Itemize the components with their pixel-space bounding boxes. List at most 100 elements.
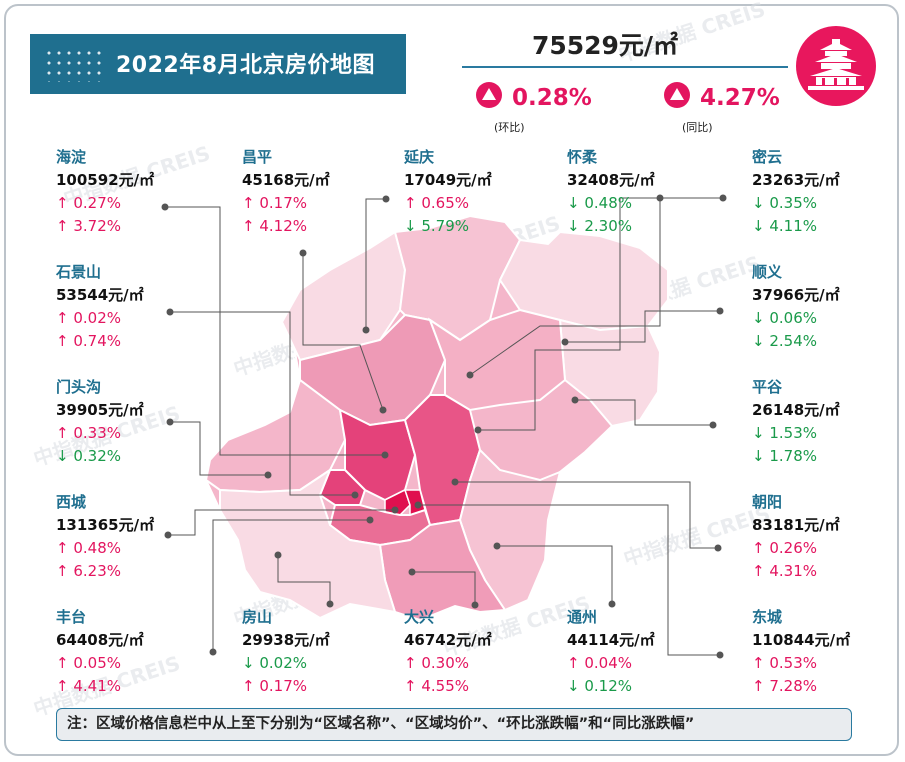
region-daxing: 大兴 46742元/㎡ ↑ 0.30% ↑ 4.55% xyxy=(404,606,492,698)
region-price: 131365元/㎡ xyxy=(56,516,155,534)
region-name: 西城 xyxy=(56,493,87,511)
leader-daxing xyxy=(412,571,476,605)
region-huairou: 怀柔 32408元/㎡ ↓ 0.48% ↓ 2.30% xyxy=(567,146,655,238)
leader-fangshan xyxy=(277,555,331,604)
map-region-shunyi xyxy=(427,308,567,412)
page-title: 2022年8月北京房价地图 xyxy=(116,53,376,78)
average-price: 75529元/㎡ xyxy=(531,31,679,60)
region-price: 29938元/㎡ xyxy=(242,631,330,649)
region-name: 门头沟 xyxy=(56,378,102,396)
region-yoy: ↓ 2.54% xyxy=(752,332,817,350)
leader-chaoyang xyxy=(455,481,718,549)
region-price: 46742元/㎡ xyxy=(404,631,492,649)
region-mom: ↑ 0.30% xyxy=(404,654,469,672)
region-dongcheng: 东城 110844元/㎡ ↑ 0.53% ↑ 7.28% xyxy=(752,606,850,698)
mom-label: (环比) xyxy=(494,121,525,134)
region-yoy: ↑ 4.12% xyxy=(242,217,307,235)
region-price: 83181元/㎡ xyxy=(752,516,840,534)
region-yoy: ↑ 4.41% xyxy=(56,677,121,695)
region-yoy: ↑ 4.55% xyxy=(404,677,469,695)
region-yoy: ↑ 7.28% xyxy=(752,677,817,695)
region-mom: ↑ 0.17% xyxy=(242,194,307,212)
region-xicheng: 西城 131365元/㎡ ↑ 0.48% ↑ 6.23% xyxy=(56,491,154,583)
region-price: 32408元/㎡ xyxy=(567,171,655,189)
region-mentougou: 门头沟 39905元/㎡ ↑ 0.33% ↓ 0.32% xyxy=(56,376,144,468)
title-banner: 2022年8月北京房价地图 xyxy=(30,34,406,94)
region-name: 丰台 xyxy=(56,608,87,626)
region-changping: 昌平 45168元/㎡ ↑ 0.17% ↑ 4.12% xyxy=(242,146,330,238)
leader-shijingshan xyxy=(170,311,355,496)
region-haidian: 海淀 100592元/㎡ ↑ 0.27% ↑ 3.72% xyxy=(56,146,154,238)
triangle-up-icon xyxy=(476,82,502,108)
leader-haidian xyxy=(165,206,385,456)
region-mom: ↓ 0.35% xyxy=(752,194,817,212)
leader-tongzhou xyxy=(497,545,613,604)
region-price: 44114元/㎡ xyxy=(567,631,655,649)
region-chaoyang: 朝阳 83181元/㎡ ↑ 0.26% ↑ 4.31% xyxy=(752,491,840,583)
region-shijingshan: 石景山 53544元/㎡ ↑ 0.02% ↑ 0.74% xyxy=(56,261,144,353)
region-name: 房山 xyxy=(242,608,273,626)
leader-pinggu xyxy=(575,399,713,426)
region-name: 东城 xyxy=(752,608,783,626)
region-mom: ↑ 0.02% xyxy=(56,309,121,327)
region-name: 大兴 xyxy=(404,608,435,626)
region-yoy: ↑ 0.74% xyxy=(56,332,121,350)
region-mom: ↑ 0.05% xyxy=(56,654,121,672)
region-yoy: ↑ 4.31% xyxy=(752,562,817,580)
region-yoy: ↓ 0.32% xyxy=(56,447,121,465)
region-mom: ↓ 0.48% xyxy=(567,194,632,212)
region-name: 密云 xyxy=(752,148,783,166)
map-region-fangshan xyxy=(219,467,397,620)
temple-of-heaven-icon xyxy=(796,26,876,106)
region-name: 海淀 xyxy=(56,148,87,166)
region-yoy: ↑ 3.72% xyxy=(56,217,121,235)
region-price: 110844元/㎡ xyxy=(752,631,851,649)
region-yoy: ↑ 6.23% xyxy=(56,562,121,580)
region-pinggu: 平谷 26148元/㎡ ↓ 1.53% ↓ 1.78% xyxy=(752,376,840,468)
region-price: 37966元/㎡ xyxy=(752,286,840,304)
region-mom: ↑ 0.48% xyxy=(56,539,121,557)
mom-change: 0.28% xyxy=(476,82,592,111)
leader-xicheng xyxy=(168,509,395,536)
yoy-change: 4.27% xyxy=(664,82,780,111)
leader-changping xyxy=(302,253,384,411)
yoy-label: (同比) xyxy=(682,121,713,134)
region-mom: ↑ 0.65% xyxy=(404,194,469,212)
region-shunyi: 顺义 37966元/㎡ ↓ 0.06% ↓ 2.54% xyxy=(752,261,840,353)
region-mom: ↑ 0.53% xyxy=(752,654,817,672)
region-miyun: 密云 23263元/㎡ ↓ 0.35% ↓ 4.11% xyxy=(752,146,840,238)
leader-fengtai xyxy=(212,519,370,652)
leader-miyun xyxy=(478,197,723,431)
region-mom: ↑ 0.27% xyxy=(56,194,121,212)
outer-frame xyxy=(4,4,899,756)
leader-yanqing xyxy=(365,198,386,330)
region-yoy: ↓ 1.78% xyxy=(752,447,817,465)
region-mom: ↑ 0.33% xyxy=(56,424,121,442)
mom-value: 0.28% xyxy=(512,85,592,111)
leader-dongcheng xyxy=(418,504,720,656)
region-yoy: ↓ 4.11% xyxy=(752,217,817,235)
yoy-value: 4.27% xyxy=(700,85,780,111)
leader-huairou xyxy=(469,198,661,376)
region-price: 100592元/㎡ xyxy=(56,171,155,189)
region-yoy: ↓ 5.79% xyxy=(404,217,469,235)
footnote: 注：区域价格信息栏中从上至下分别为“区域名称”、“区域均价”、“环比涨跌幅”和“… xyxy=(56,708,852,741)
region-name: 昌平 xyxy=(242,148,273,166)
triangle-up-icon xyxy=(664,82,690,108)
region-mom: ↑ 0.04% xyxy=(567,654,632,672)
region-price: 45168元/㎡ xyxy=(242,171,330,189)
region-fangshan: 房山 29938元/㎡ ↓ 0.02% ↑ 0.17% xyxy=(242,606,330,698)
dot-grid-icon xyxy=(44,48,104,82)
region-name: 朝阳 xyxy=(752,493,783,511)
region-price: 64408元/㎡ xyxy=(56,631,144,649)
region-price: 53544元/㎡ xyxy=(56,286,144,304)
region-name: 通州 xyxy=(567,608,598,626)
region-price: 39905元/㎡ xyxy=(56,401,144,419)
region-mom: ↑ 0.26% xyxy=(752,539,817,557)
region-yanqing: 延庆 17049元/㎡ ↑ 0.65% ↓ 5.79% xyxy=(404,146,492,238)
region-price: 17049元/㎡ xyxy=(404,171,492,189)
divider xyxy=(462,66,788,68)
region-price: 23263元/㎡ xyxy=(752,171,840,189)
region-mom: ↓ 1.53% xyxy=(752,424,817,442)
region-yoy: ↓ 0.12% xyxy=(567,677,632,695)
